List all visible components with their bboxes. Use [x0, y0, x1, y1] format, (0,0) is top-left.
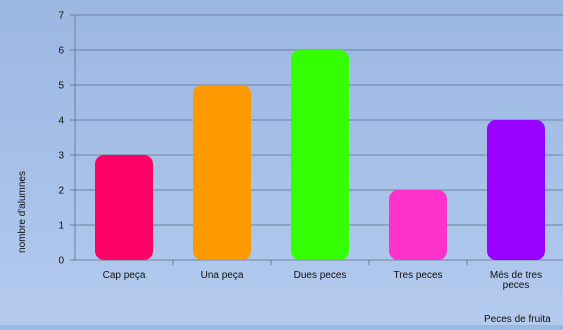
y-tick-label: 5	[58, 81, 64, 92]
x-tick-label: Tres peces	[393, 270, 442, 281]
x-tick-label: peces	[503, 280, 530, 291]
bar	[487, 120, 545, 260]
x-tick-label: Més de tres	[490, 270, 542, 281]
bars	[95, 50, 545, 260]
y-tick-label: 1	[58, 221, 64, 232]
y-axis-label: nombre d'alumnes	[17, 171, 28, 253]
y-tick-label: 3	[58, 151, 64, 162]
x-tick-label: Una peça	[201, 270, 244, 281]
y-tick-label: 4	[58, 116, 64, 127]
y-tick-label: 7	[58, 11, 64, 22]
bar	[95, 155, 153, 260]
tick-labels: 0 1 2 3 4 5 6 7 Cap peça Una peça Dues peces Tres p…	[58, 11, 542, 292]
bar	[291, 50, 349, 260]
y-tick-label: 2	[58, 186, 64, 197]
bar	[193, 85, 251, 260]
x-axis-label: Peces de fruita	[484, 314, 551, 325]
bar	[389, 190, 447, 260]
x-tick-label: Dues peces	[294, 270, 347, 281]
y-tick-label: 6	[58, 46, 64, 57]
y-tick-label: 0	[58, 256, 64, 267]
x-tick-label: Cap peça	[103, 270, 146, 281]
